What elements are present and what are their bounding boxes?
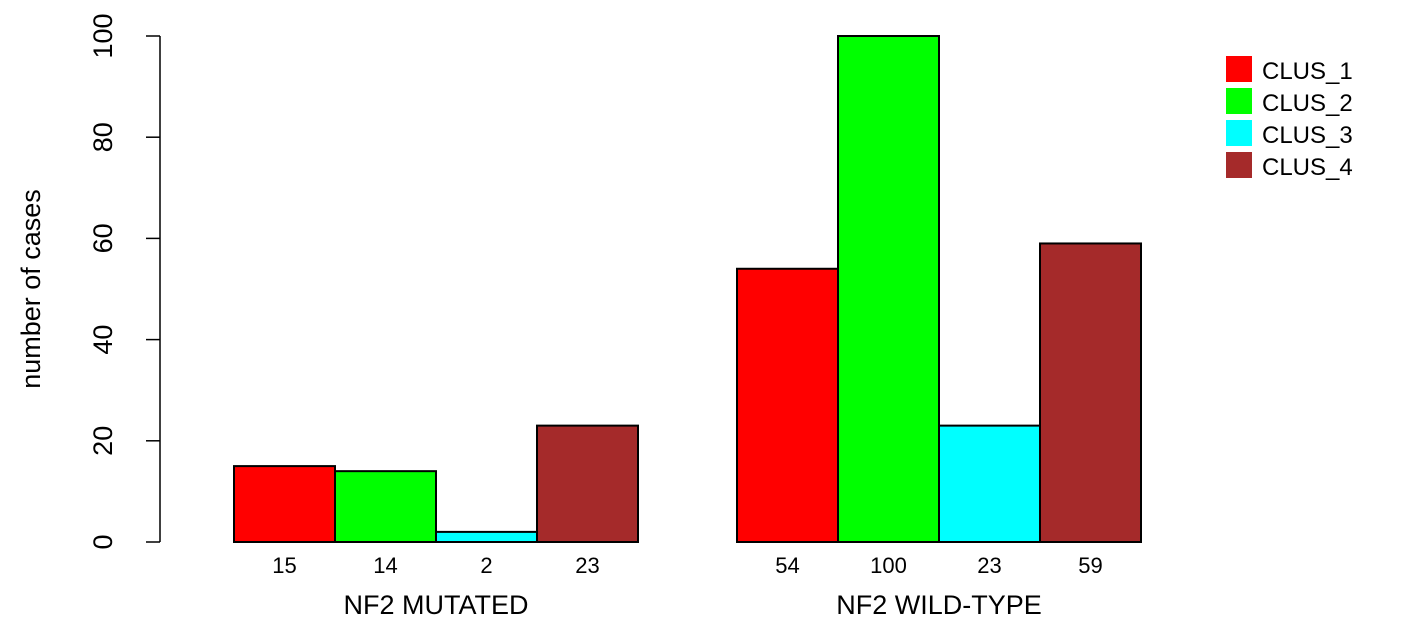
group-labels: NF2 MUTATED NF2 WILD-TYPE xyxy=(344,590,1042,620)
bar-value-label: 23 xyxy=(977,553,1001,578)
y-tick-label: 100 xyxy=(88,13,118,58)
y-tick-label: 20 xyxy=(88,426,118,456)
y-axis-title: number of cases xyxy=(16,189,46,389)
bar-clus-3-group-1 xyxy=(436,532,537,542)
legend: CLUS_1 CLUS_2 CLUS_3 CLUS_4 xyxy=(1226,56,1353,181)
legend-swatch xyxy=(1226,120,1252,146)
y-tick-label: 0 xyxy=(88,534,118,549)
legend-label: CLUS_1 xyxy=(1262,58,1353,85)
group-label: NF2 MUTATED xyxy=(344,590,529,620)
bar-clus-4-group-1 xyxy=(537,426,638,542)
bar-value-label: 14 xyxy=(373,553,397,578)
bar-value-label: 59 xyxy=(1078,553,1102,578)
legend-swatch xyxy=(1226,152,1252,178)
bar-clus-2-group-1 xyxy=(335,471,436,542)
bar-value-label: 2 xyxy=(480,553,492,578)
bar-value-label: 54 xyxy=(775,553,799,578)
bar-clus-2-group-2 xyxy=(838,36,939,542)
legend-label: CLUS_2 xyxy=(1262,90,1353,117)
bars xyxy=(234,36,1141,542)
y-tick-label: 40 xyxy=(88,325,118,355)
bar-value-label: 23 xyxy=(575,553,599,578)
bar-clus-1-group-1 xyxy=(234,466,335,542)
legend-swatch xyxy=(1226,56,1252,82)
group-label: NF2 WILD-TYPE xyxy=(836,590,1042,620)
bar-clus-1-group-2 xyxy=(737,269,838,542)
legend-label: CLUS_4 xyxy=(1262,154,1353,181)
y-tick-label: 80 xyxy=(88,122,118,152)
bar-value-label: 100 xyxy=(870,553,907,578)
legend-swatch xyxy=(1226,88,1252,114)
bar-clus-3-group-2 xyxy=(939,426,1040,542)
y-tick-label: 60 xyxy=(88,223,118,253)
y-axis: 0 20 40 60 80 100 xyxy=(88,13,160,549)
legend-label: CLUS_3 xyxy=(1262,122,1353,149)
bar-value-labels: 15 14 2 23 54 100 23 59 xyxy=(272,553,1102,578)
bar-value-label: 15 xyxy=(272,553,296,578)
bar-clus-4-group-2 xyxy=(1040,243,1141,542)
